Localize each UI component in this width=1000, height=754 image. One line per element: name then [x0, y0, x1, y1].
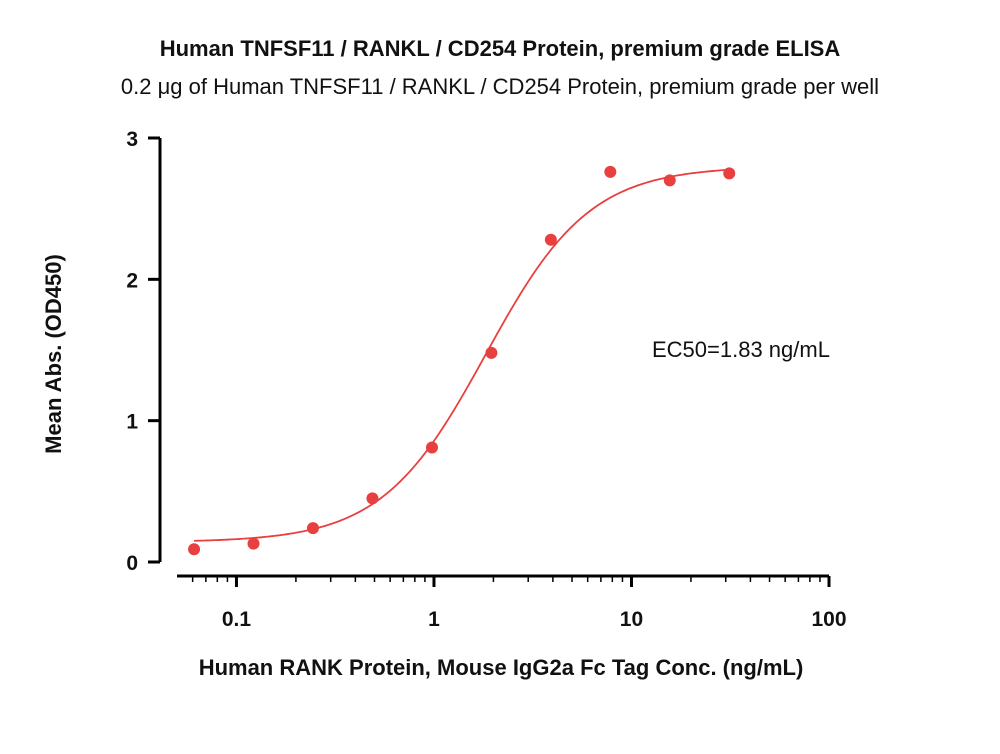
y-tick-label: 0 — [126, 552, 138, 575]
data-point — [485, 346, 498, 359]
y-axis-title: Mean Abs. (OD450) — [41, 254, 66, 454]
y-tick-label: 3 — [126, 128, 138, 151]
y-tick-label: 2 — [126, 269, 138, 292]
data-point — [723, 167, 736, 180]
data-point — [425, 441, 438, 454]
x-tick-label: 1 — [428, 608, 440, 631]
data-points — [188, 165, 736, 556]
x-tick-label: 0.1 — [222, 608, 252, 631]
data-point — [544, 233, 557, 246]
y-axis-ticks: 0 1 2 3 — [126, 128, 160, 575]
x-tick-label: 100 — [811, 608, 846, 631]
x-tick-label: 10 — [620, 608, 643, 631]
chart-title: Human TNFSF11 / RANKL / CD254 Protein, p… — [160, 36, 841, 61]
x-axis-title: Human RANK Protein, Mouse IgG2a Fc Tag C… — [199, 655, 804, 680]
fit-curve — [194, 168, 730, 542]
y-tick-label: 1 — [126, 411, 138, 434]
x-axis-ticks: 0.1 1 10 100 — [191, 576, 847, 631]
data-point — [604, 165, 617, 178]
chart-subtitle: 0.2 μg of Human TNFSF11 / RANKL / CD254 … — [121, 74, 879, 99]
data-point — [306, 522, 319, 535]
data-point — [247, 537, 260, 550]
data-point — [366, 492, 379, 505]
ec50-annotation: EC50=1.83 ng/mL — [652, 337, 830, 362]
data-point — [663, 174, 676, 187]
data-point — [188, 543, 201, 556]
